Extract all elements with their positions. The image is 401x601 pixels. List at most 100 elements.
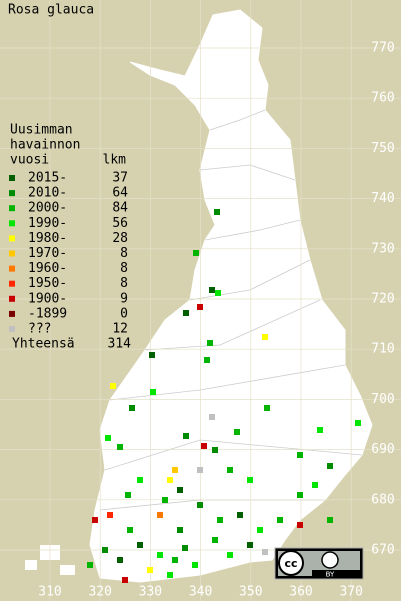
svg-text:cc: cc (284, 557, 297, 570)
observation (172, 467, 178, 473)
observation (107, 512, 113, 518)
observation (92, 517, 98, 523)
legend-swatch (9, 326, 15, 332)
observation (209, 287, 215, 293)
legend-swatch (9, 310, 15, 317)
observation (237, 512, 243, 518)
x-label: 330 (139, 585, 162, 600)
observation (247, 542, 253, 548)
legend-count: 8 (120, 261, 128, 276)
observation (117, 444, 123, 450)
borders (99, 109, 363, 511)
observation (197, 467, 203, 473)
observation (297, 522, 303, 528)
observation (137, 477, 143, 483)
legend-label: 1990- (28, 216, 67, 231)
legend-count: 28 (112, 231, 128, 246)
legend-count-heading: lkm (103, 153, 127, 168)
legend-count: 8 (120, 246, 128, 261)
legend-swatch (9, 205, 15, 212)
legend-swatch (9, 235, 15, 242)
observation (167, 477, 173, 483)
observation (197, 304, 203, 310)
observation (167, 572, 173, 578)
x-label: 310 (38, 585, 61, 600)
observation (312, 482, 318, 488)
observation (197, 502, 203, 508)
y-label: 680 (371, 492, 394, 507)
observation (327, 463, 333, 469)
observation (157, 512, 163, 518)
legend-label: 1970- (28, 246, 67, 261)
y-label: 750 (371, 141, 394, 156)
observation (201, 443, 207, 449)
y-label: 740 (371, 191, 394, 206)
observation (262, 549, 268, 555)
finland-outline (89, 9, 373, 583)
y-label: 690 (371, 442, 394, 457)
legend-count: 9 (120, 291, 128, 306)
observation (105, 435, 111, 441)
observation (183, 433, 189, 439)
observation (262, 334, 268, 340)
observation (212, 447, 218, 453)
y-label: 710 (371, 342, 394, 357)
legend-heading: vuosi (10, 153, 49, 168)
observation (327, 517, 333, 523)
observation (157, 552, 163, 558)
title: Rosa glauca (8, 3, 94, 18)
legend-label: 2015- (28, 171, 67, 186)
observation (247, 477, 253, 483)
observation (264, 405, 270, 411)
legend-count: 64 (112, 186, 128, 201)
observation (227, 552, 233, 558)
legend-swatch (9, 220, 15, 227)
observation (355, 420, 361, 426)
observation (147, 567, 153, 573)
observation (297, 492, 303, 498)
observation (177, 487, 183, 493)
y-label: 670 (371, 543, 394, 558)
observation (317, 427, 323, 433)
x-label: 320 (88, 585, 111, 600)
observation (172, 557, 178, 563)
legend-label: 2000- (28, 201, 67, 216)
legend-count: 8 (120, 276, 128, 291)
observation (149, 352, 155, 358)
observation (215, 290, 221, 296)
x-label: 340 (189, 585, 212, 600)
y-label: 720 (371, 292, 394, 307)
observation (192, 562, 198, 568)
x-label: 350 (239, 585, 262, 600)
observation (212, 537, 218, 543)
observation (162, 497, 168, 503)
cc-badge: cc BY (274, 547, 364, 580)
observation (129, 405, 135, 411)
observation (150, 389, 156, 395)
observation (183, 310, 189, 316)
legend-label: ??? (28, 322, 51, 337)
legend-label: -1899 (28, 306, 67, 321)
legend-swatch (9, 265, 15, 272)
observation (217, 517, 223, 523)
observation (122, 577, 128, 583)
observation (297, 452, 303, 458)
observation (227, 467, 233, 473)
legend-count: 84 (112, 201, 128, 216)
x-label: 370 (339, 585, 362, 600)
observation (117, 557, 123, 563)
legend-label: 1980- (28, 231, 67, 246)
observation (177, 527, 183, 533)
legend-swatch (9, 295, 15, 302)
total-count: 314 (108, 337, 132, 352)
observation (257, 527, 263, 533)
observation (137, 542, 143, 548)
legend-count: 56 (112, 216, 128, 231)
observation (102, 547, 108, 553)
observations (87, 209, 361, 583)
legend-count: 0 (120, 306, 128, 321)
legend-label: 1900- (28, 291, 67, 306)
